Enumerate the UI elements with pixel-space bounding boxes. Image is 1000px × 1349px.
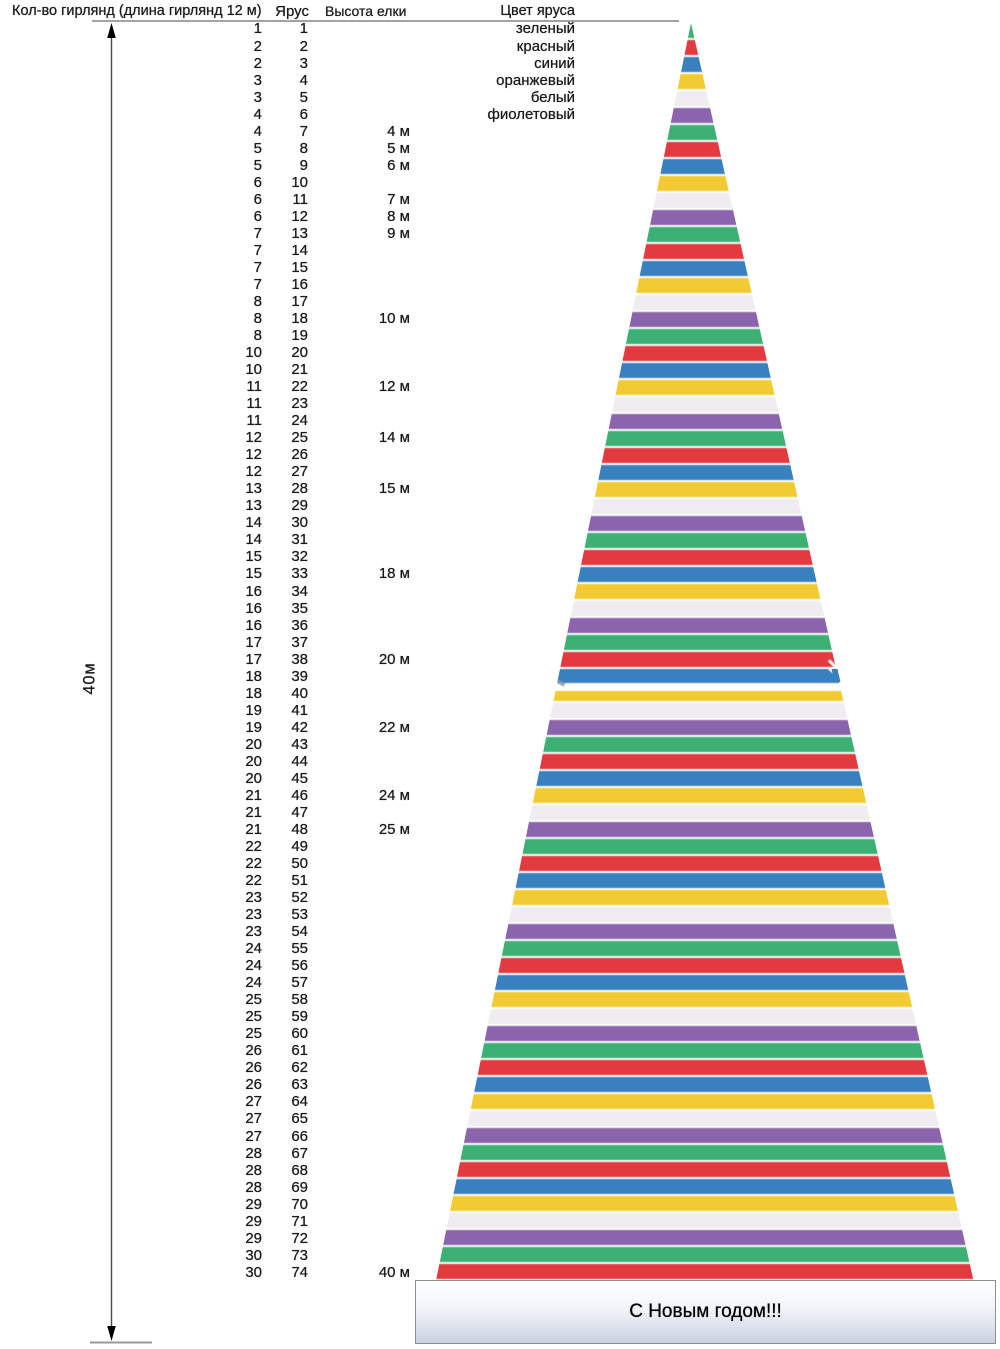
svg-text:40м: 40м [81,662,99,694]
